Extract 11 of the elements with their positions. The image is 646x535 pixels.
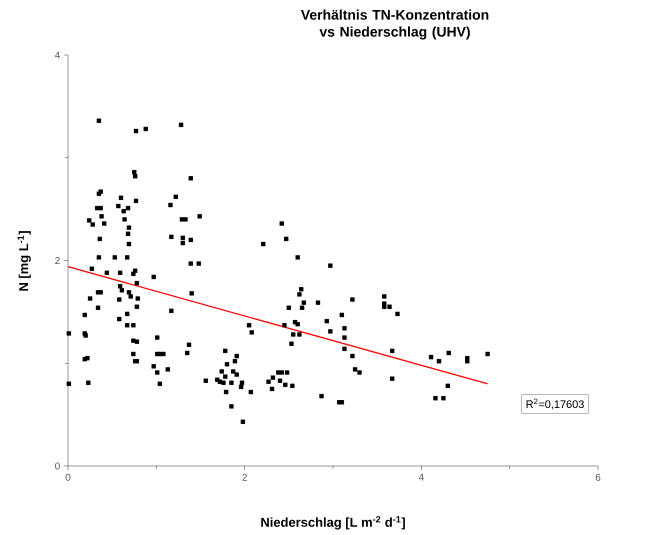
- x-axis-title: Niederschlag [L m$^{-2}$ d$^{-1}$]: [261, 516, 405, 530]
- y-axis-title: N [mg L$^{-1}$]: [18, 231, 31, 291]
- x-tick-label: 2: [242, 474, 247, 481]
- y-tick-label: 4: [54, 52, 60, 58]
- x-tick-label: 4: [418, 474, 424, 481]
- chart-title: Verhältnis TN-Konzentration vs Niederschlag (UHV): [300, 10, 488, 40]
- x-tick-label: 0: [66, 474, 70, 481]
- y-tick-label: 2: [55, 257, 60, 264]
- y-tick-label: 0: [55, 462, 60, 470]
- annotation: R$^{2}$=0,17603: [526, 398, 584, 410]
- x-tick-label: 6: [596, 474, 600, 481]
